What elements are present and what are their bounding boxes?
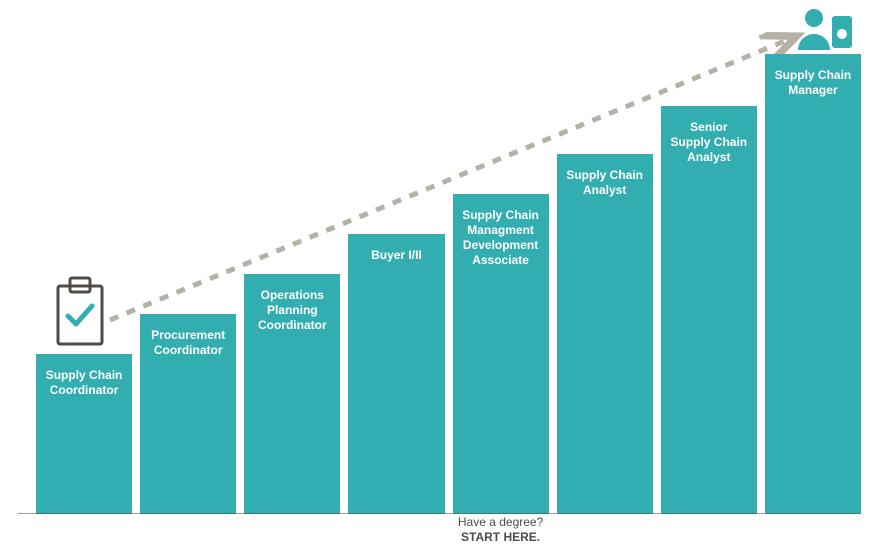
- bar-label: Supply Chain Managment Development Assoc…: [461, 208, 541, 268]
- bar-4: Supply Chain Managment Development Assoc…: [453, 194, 549, 514]
- bar-6: Senior Supply Chain Analyst: [661, 106, 757, 514]
- caption-line1: Have a degree?: [458, 515, 543, 529]
- career-ladder-chart: Supply Chain Coordinator Procurement Coor…: [0, 0, 879, 556]
- degree-caption: Have a degree? START HERE.: [451, 515, 551, 546]
- bar-label: Supply Chain Coordinator: [44, 368, 124, 398]
- bar-5: Supply Chain Analyst: [557, 154, 653, 514]
- bar-label: Supply Chain Analyst: [565, 168, 645, 198]
- caption-line2: START HERE.: [461, 530, 540, 544]
- bar-label: Procurement Coordinator: [148, 328, 228, 358]
- bar-0: Supply Chain Coordinator: [36, 354, 132, 514]
- bar-3: Buyer I/II: [348, 234, 444, 514]
- bar-label: Buyer I/II: [356, 248, 436, 263]
- bar-label: Senior Supply Chain Analyst: [669, 120, 749, 165]
- bar-1: Procurement Coordinator: [140, 314, 236, 514]
- baseline: [18, 513, 861, 514]
- bar-label: Operations Planning Coordinator: [252, 288, 332, 333]
- bar-2: Operations Planning Coordinator: [244, 274, 340, 514]
- bar-label: Supply Chain Manager: [773, 68, 853, 98]
- bars-container: Supply Chain Coordinator Procurement Coor…: [0, 0, 879, 556]
- bar-7: Supply Chain Manager: [765, 54, 861, 514]
